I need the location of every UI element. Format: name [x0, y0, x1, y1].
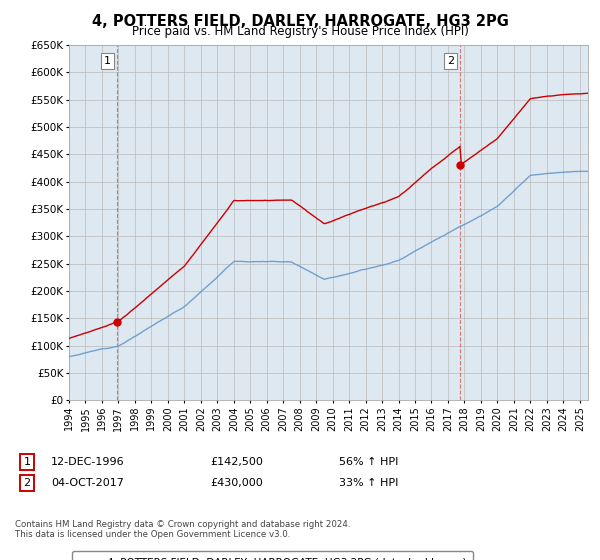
- Text: Contains HM Land Registry data © Crown copyright and database right 2024.
This d: Contains HM Land Registry data © Crown c…: [15, 520, 350, 539]
- Text: £430,000: £430,000: [210, 478, 263, 488]
- Text: 56% ↑ HPI: 56% ↑ HPI: [339, 457, 398, 467]
- Legend: 4, POTTERS FIELD, DARLEY, HARROGATE, HG3 2PG (detached house), HPI: Average pric: 4, POTTERS FIELD, DARLEY, HARROGATE, HG3…: [71, 551, 473, 560]
- Text: 1: 1: [104, 56, 111, 66]
- Text: 4, POTTERS FIELD, DARLEY, HARROGATE, HG3 2PG: 4, POTTERS FIELD, DARLEY, HARROGATE, HG3…: [92, 14, 508, 29]
- Text: 2: 2: [447, 56, 454, 66]
- Text: 12-DEC-1996: 12-DEC-1996: [51, 457, 125, 467]
- Text: £142,500: £142,500: [210, 457, 263, 467]
- Text: 33% ↑ HPI: 33% ↑ HPI: [339, 478, 398, 488]
- Text: 2: 2: [23, 478, 31, 488]
- Text: 04-OCT-2017: 04-OCT-2017: [51, 478, 124, 488]
- Text: 1: 1: [23, 457, 31, 467]
- Text: Price paid vs. HM Land Registry's House Price Index (HPI): Price paid vs. HM Land Registry's House …: [131, 25, 469, 38]
